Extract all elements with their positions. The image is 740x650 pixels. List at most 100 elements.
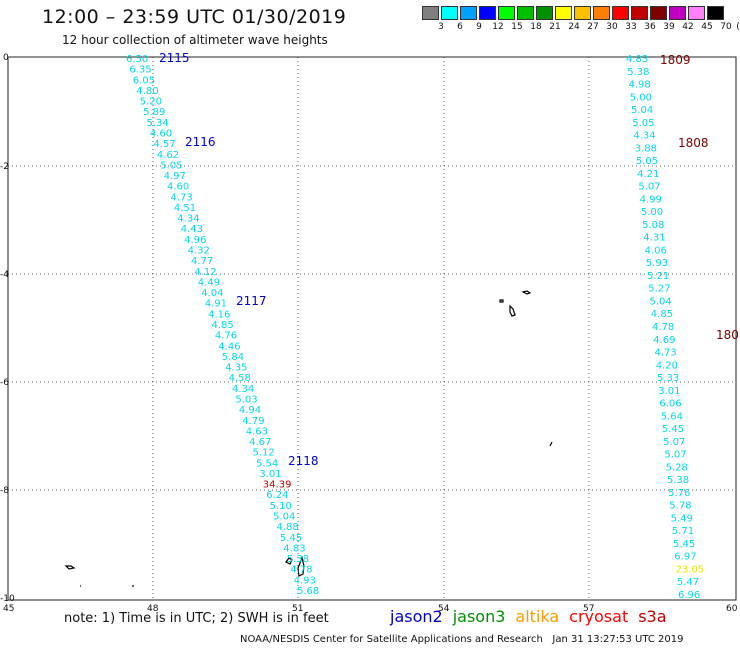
wave-height-label: 5.00: [630, 92, 652, 103]
wave-height-label: 5.05: [160, 160, 182, 171]
credit-org: NOAA/NESDIS Center for Satellite Applica…: [240, 634, 543, 645]
pass-label-2115: 2115: [159, 51, 190, 65]
legend-swatch: [574, 6, 591, 20]
x-tick: 57: [583, 604, 594, 614]
wave-height-label: 5.71: [672, 526, 694, 537]
x-tick: 45: [3, 604, 14, 614]
wave-height-label: 3.88: [635, 143, 657, 154]
wave-height-label: 4.58: [229, 373, 251, 384]
wave-height-label: 4.83: [626, 54, 648, 65]
satellite-legend: jason2 jason3 altika cryosat s3a: [390, 607, 677, 626]
wave-height-label: 5.38: [627, 67, 649, 78]
legend-swatch: [650, 6, 667, 20]
legend-label: 6: [457, 22, 463, 32]
island-outlines: [64, 290, 553, 587]
wave-height-label: 3.01: [658, 386, 680, 397]
legend-swatch: [707, 6, 724, 20]
wave-height-label: 5.68: [297, 586, 319, 597]
wave-height-label: 5.54: [256, 458, 278, 469]
legend-swatch: [631, 6, 648, 20]
wave-height-label: 4.12: [194, 267, 216, 278]
wave-height-label: 5.45: [280, 533, 302, 544]
credit-line: NOAA/NESDIS Center for Satellite Applica…: [240, 634, 683, 645]
legend-label: 24: [568, 22, 580, 32]
map-subtitle: 12 hour collection of altimeter wave hei…: [62, 33, 328, 47]
wave-height-label: 5.20: [140, 97, 162, 108]
wave-height-label: 5.04: [650, 297, 672, 308]
wave-height-label: 5.21: [647, 271, 669, 282]
wave-height-label: 5.47: [677, 577, 699, 588]
legend-label: 9: [476, 22, 482, 32]
satellite-jason2: jason2: [390, 607, 443, 626]
legend-swatch: [422, 6, 439, 20]
wave-height-label: 6.96: [678, 590, 700, 601]
wave-height-label: 5.93: [646, 258, 668, 269]
wave-height-label: 5.27: [648, 284, 670, 295]
wave-height-label: 5.33: [657, 373, 679, 384]
wave-height-label: 5.84: [222, 352, 244, 363]
timestamp: Jan 31 13:27:53 UTC 2019: [552, 634, 684, 645]
wave-height-label: 4.04: [201, 288, 223, 299]
wave-height-label: 4.99: [640, 194, 662, 205]
pass-label-2116: 2116: [185, 135, 216, 149]
wave-height-label: 4.88: [277, 522, 299, 533]
x-tick: 60: [726, 604, 738, 614]
wave-height-label: 4.34: [177, 214, 199, 225]
legend-label: 3: [438, 22, 444, 32]
wave-height-label: 4.73: [655, 348, 677, 359]
y-tick: -6: [0, 378, 9, 388]
pass-label-2118: 2118: [288, 454, 319, 468]
pass-label-2117: 2117: [236, 294, 267, 308]
wave-height-label: 4.69: [653, 335, 675, 346]
wave-height-label: 4.31: [643, 233, 665, 244]
legend-swatch: [536, 6, 553, 20]
legend-swatch: [479, 6, 496, 20]
wave-height-label: 5.08: [642, 220, 664, 231]
y-axis-ticks: 0 -2 -4 -6 -8 -10: [0, 53, 15, 604]
legend-swatch: [612, 6, 629, 20]
wave-height-label: 4.79: [242, 416, 264, 427]
satellite-s3a: s3a: [638, 607, 667, 626]
wave-height-label: 5.38: [667, 475, 689, 486]
pass-label-1808: 1808: [678, 136, 709, 150]
wave-height-label: 5.89: [143, 107, 165, 118]
wave-height-label: 6.97: [674, 552, 696, 563]
wave-height-label: 5.03: [235, 395, 257, 406]
wave-height-label: 4.83: [283, 543, 305, 554]
wave-height-label: 4.73: [171, 192, 193, 203]
legend-swatch: [498, 6, 515, 20]
wave-height-label: 4.06: [645, 245, 667, 256]
wave-height-label: 4.98: [629, 80, 651, 91]
legend-label: 42: [682, 22, 694, 32]
legend-swatch: [688, 6, 705, 20]
x-tick: 51: [292, 604, 303, 614]
legend-label: 39: [663, 22, 675, 32]
wave-height-label: 4.78: [652, 322, 674, 333]
wave-height-label: 5.05: [632, 118, 654, 129]
wave-height-label: 4.67: [249, 437, 271, 448]
y-tick: -8: [0, 486, 9, 496]
wave-height-label: 5.07: [638, 182, 660, 193]
wave-height-label: 6.24: [266, 490, 288, 501]
y-tick: 0: [3, 53, 9, 63]
map-frame: [7, 56, 737, 601]
pass-label-180: 180: [716, 328, 739, 342]
wave-height-label: 5.28: [666, 462, 688, 473]
wave-height-label: 4.94: [239, 405, 261, 416]
wave-height-label: 4.34: [633, 131, 655, 142]
wave-height-label: 5.38: [287, 554, 309, 565]
wave-height-label: 5.76: [668, 488, 690, 499]
wave-height-label: 5.78: [669, 501, 691, 512]
wave-height-label: 5.64: [661, 411, 683, 422]
wave-height-label: 5.05: [636, 156, 658, 167]
wave-height-label: 4.96: [184, 235, 206, 246]
legend-label: 27: [587, 22, 599, 32]
wave-height-label: 5.49: [671, 513, 693, 524]
legend-label: 70: [720, 22, 732, 32]
wave-height-label: 5.07: [664, 450, 686, 461]
wave-height-label: 5.45: [662, 424, 684, 435]
wave-height-label: 4.97: [164, 171, 186, 182]
wave-height-label: 4.60: [167, 182, 189, 193]
wave-height-label: 5.04: [631, 105, 653, 116]
